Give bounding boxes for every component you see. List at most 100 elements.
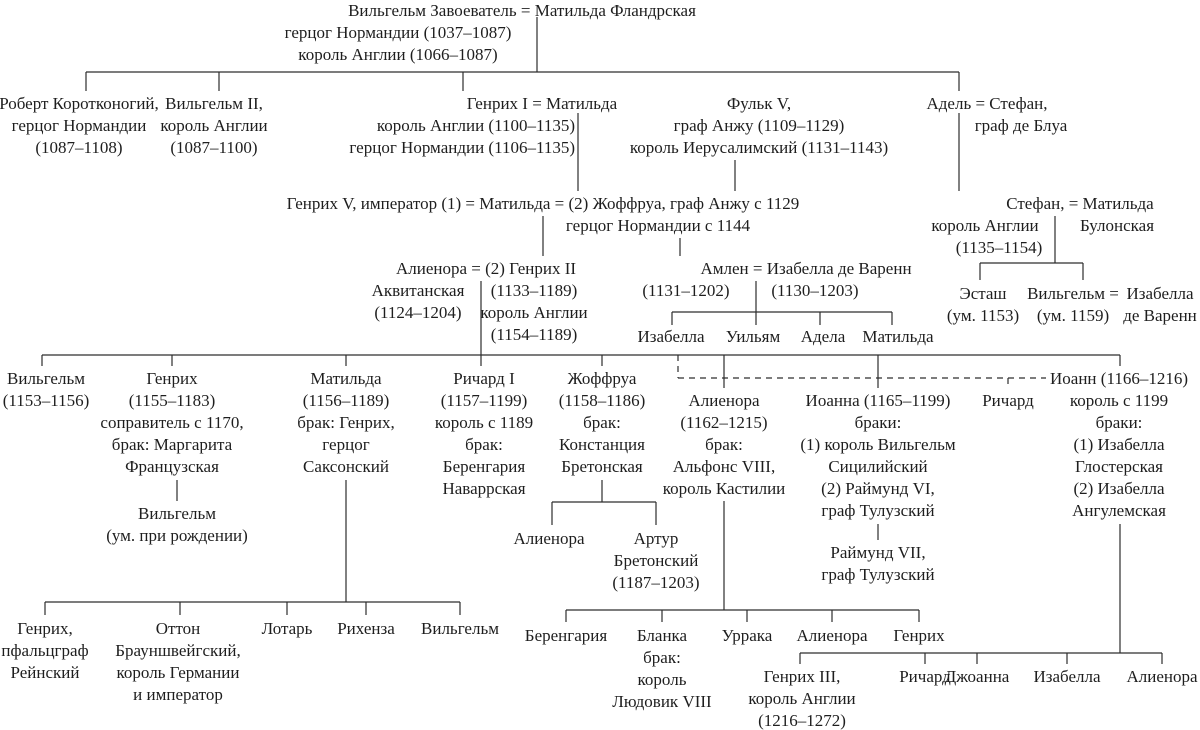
william-conqueror-titles: герцог Нормандии (1037–1087) король Англи… xyxy=(285,22,512,66)
william-2-line-2: (1087–1100) xyxy=(170,138,258,157)
richenza: Рихенза xyxy=(337,618,395,640)
isabella-warenne-dates: (1130–1203) xyxy=(771,280,858,302)
hamelin-dates: (1131–1202) xyxy=(642,280,729,302)
william-stillborn-line-1: (ум. при рождении) xyxy=(106,526,248,545)
henry-palatine: Генрих, пфальцграф Рейнский xyxy=(1,618,88,684)
fulk-5: Фульк V, граф Анжу (1109–1129) король Иеру… xyxy=(630,93,888,159)
richard-1-line-0: Ричард I xyxy=(453,369,515,388)
adele-stefan-title: граф де Блуа xyxy=(975,115,1068,137)
henry-young-king-line-0: Генрих xyxy=(146,369,198,388)
stefan-title-line-0: король Англии xyxy=(931,216,1039,235)
william-hamelin-child-line-0: Уильям xyxy=(725,327,781,346)
eleanor-1162-line-0: Алиенора xyxy=(688,391,760,410)
isabella-hamelin-child: Изабелла xyxy=(637,326,704,348)
fulk-5-line-1: граф Анжу (1109–1129) xyxy=(673,116,845,135)
blanca: Бланка брак: король Людовик VIII xyxy=(612,625,711,713)
william-conqueror-titles-line-0: герцог Нормандии (1037–1087) xyxy=(284,23,512,42)
eleanor-brittany-line-0: Алиенора xyxy=(513,529,585,548)
john-1166-line-4: Глостерская xyxy=(1075,457,1163,476)
henry1-titles-line-1: герцог Нормандии (1106–1135) xyxy=(349,138,575,157)
henry-3-line-2: (1216–1272) xyxy=(758,711,846,730)
henry-young-king-line-1: (1155–1183) xyxy=(128,391,216,410)
stefan-matilda-couple: Стефан, = Матильда xyxy=(1006,193,1153,215)
matilda-hamelin-child: Матильда xyxy=(862,326,933,348)
john-1166-line-3: (1) Изабелла xyxy=(1073,435,1165,454)
fulk-5-line-2: король Иерусалимский (1131–1143) xyxy=(629,138,889,157)
henry2-sub-line-2: (1154–1189) xyxy=(490,325,578,344)
henry-palatine-line-1: пфальцграф xyxy=(1,641,89,660)
stefan-dates-line-0: (1135–1154) xyxy=(955,238,1043,257)
matilda-hamelin-child-line-0: Матильда xyxy=(862,327,934,346)
richard-cornwall-line-0: Ричард xyxy=(899,667,951,686)
william-blois-line-0: Вильгельм = xyxy=(1027,284,1119,303)
otto-brunswick-line-1: Брауншвейгский, xyxy=(115,641,241,660)
geoffrey-1158: Жоффруа (1158–1186) брак: Констанция Бретонс… xyxy=(559,368,646,478)
henry5-matilda-geoffrey-line-0: Генрих V, император (1) = Матильда = (2)… xyxy=(286,194,800,213)
william-blois: Вильгельм = (ум. 1159) xyxy=(1027,283,1119,327)
henry-castile-line-0: Генрих xyxy=(893,626,945,645)
robert-curthose-line-0: Роберт Коротконогий, xyxy=(0,94,159,113)
berengaria-castile-line-0: Беренгария xyxy=(524,626,608,645)
eleanor-castile-line-0: Алиенора xyxy=(796,626,868,645)
blanca-line-0: Бланка xyxy=(636,626,688,645)
eleanor-castile: Алиенора xyxy=(796,625,867,647)
henry-castile: Генрих xyxy=(893,625,944,647)
eleanor-1162-line-2: брак: xyxy=(705,435,743,454)
joanna-england-line-0: Джоанна xyxy=(944,667,1010,686)
urraca: Уррака xyxy=(722,625,773,647)
eustace-line-0: Эсташ xyxy=(959,284,1007,303)
matilda-boulogne-title: Булонская xyxy=(1080,215,1154,237)
richard-1-line-2: король с 1189 xyxy=(434,413,534,432)
richard-1-line-4: Беренгария xyxy=(442,457,526,476)
otto-brunswick-line-0: Оттон xyxy=(155,619,201,638)
william-stillborn-line-0: Вильгельм xyxy=(138,504,216,523)
arthur-brittany: Артур Бретонский (1187–1203) xyxy=(612,528,699,594)
william-conqueror-titles-line-1: король Англии (1066–1087) xyxy=(298,45,498,64)
isabella-warenne-dates-line-0: (1130–1203) xyxy=(771,281,859,300)
hamelin-isabella-couple-line-0: Амлен = Изабелла де Варенн xyxy=(700,259,912,278)
eleanor-aquitaine-sub: Аквитанская (1124–1204) xyxy=(372,280,465,324)
john-1166-line-6: Ангулемская xyxy=(1072,501,1166,520)
isabella-warenne-wife-line-0: Изабелла xyxy=(1126,284,1194,303)
henry-3-line-1: король Англии xyxy=(748,689,856,708)
william-1153: Вильгельм (1153–1156) xyxy=(3,368,90,412)
adele-stefan: Адель = Стефан, xyxy=(926,93,1047,115)
otto-brunswick-line-2: король Германии xyxy=(116,663,240,682)
henry1-titles-line-0: король Англии (1100–1135) xyxy=(376,116,575,135)
william-1153-line-0: Вильгельм xyxy=(7,369,85,388)
henry-young-king: Генрих (1155–1183) соправитель с 1170, брак… xyxy=(100,368,243,478)
geoffrey-1158-line-4: Бретонская xyxy=(561,457,643,476)
matilda-1156: Матильда (1156–1189) брак: Генрих, герцог Са… xyxy=(297,368,394,478)
lothar-line-0: Лотарь xyxy=(261,619,313,638)
john-1166: Иоанн (1166–1216) король с 1199 браки: (1) … xyxy=(1050,368,1188,522)
eleanor-aquitaine-sub-line-1: (1124–1204) xyxy=(374,303,462,322)
henry2-sub-line-0: (1133–1189) xyxy=(490,281,578,300)
raymond-7-line-0: Раймунд VII, xyxy=(830,543,926,562)
matilda-boulogne-title-line-0: Булонская xyxy=(1079,216,1155,235)
joan-1165: Иоанна (1165–1199) браки: (1) король Вильг… xyxy=(800,390,955,522)
blanca-line-3: Людовик VIII xyxy=(612,692,712,711)
richard-1-line-1: (1157–1199) xyxy=(440,391,528,410)
john-1166-line-1: король с 1199 xyxy=(1069,391,1169,410)
richard-1-line-3: брак: xyxy=(465,435,503,454)
eleanor-aquitaine-sub-line-0: Аквитанская xyxy=(371,281,465,300)
richard-dashed-line-0: Ричард xyxy=(982,391,1034,410)
lothar: Лотарь xyxy=(262,618,313,640)
eleanor-1162-line-3: Альфонс VIII, xyxy=(672,457,776,476)
geoffrey-1158-line-1: (1158–1186) xyxy=(558,391,646,410)
geoffrey-1158-line-0: Жоффруа xyxy=(567,369,637,388)
henry2-sub: (1133–1189) король Англии (1154–1189) xyxy=(480,280,587,346)
stefan-dates: (1135–1154) xyxy=(956,237,1043,259)
stefan-title: король Англии xyxy=(931,215,1038,237)
richard-1-line-5: Наваррская xyxy=(442,479,526,498)
geoffrey-1158-line-2: брак: xyxy=(583,413,621,432)
joanna-england: Джоанна xyxy=(945,666,1010,688)
eleanor-england: Алиенора xyxy=(1126,666,1197,688)
william-blois-line-1: (ум. 1159) xyxy=(1036,306,1110,325)
joan-1165-line-4: (2) Раймунд VI, xyxy=(821,479,935,498)
adele-stefan-line-0: Адель = Стефан, xyxy=(926,94,1048,113)
eleanor-1162: Алиенора (1162–1215) брак: Альфонс VIII, кор… xyxy=(663,390,786,500)
eustace: Эсташ (ум. 1153) xyxy=(947,283,1019,327)
